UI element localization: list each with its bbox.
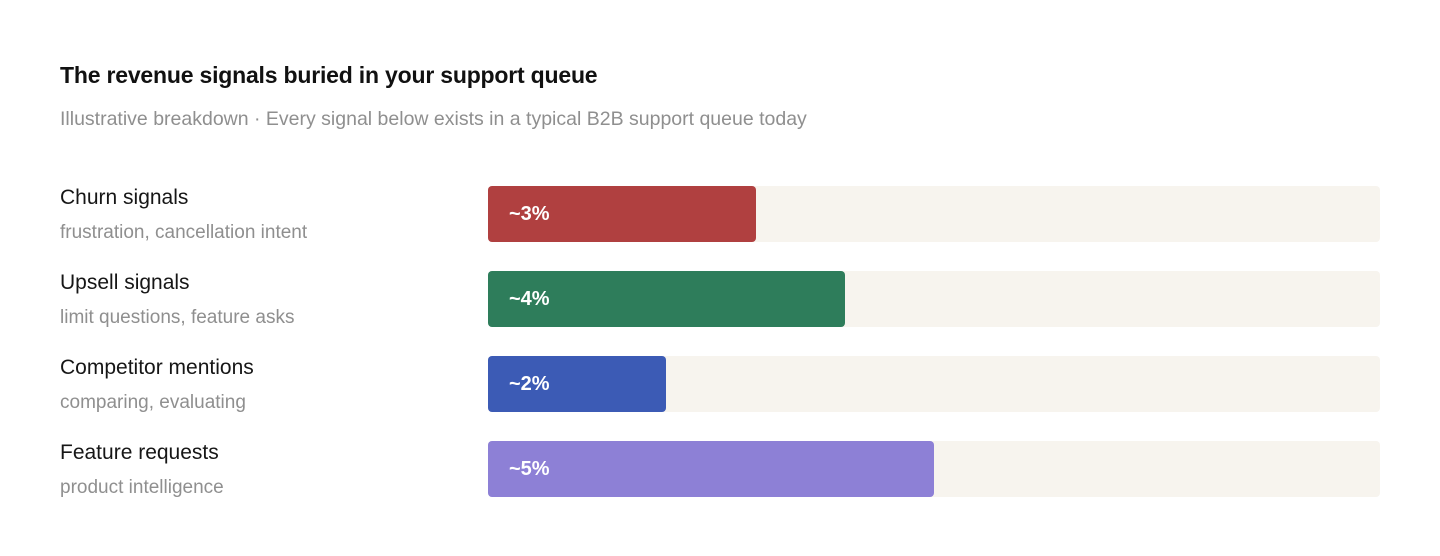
bar-value-label: ~5%	[509, 458, 550, 480]
category-description: limit questions, feature asks	[60, 307, 295, 328]
bar-track: ~2%	[488, 356, 1380, 412]
chart-title: The revenue signals buried in your suppo…	[60, 62, 598, 88]
bar: ~4%	[488, 271, 845, 327]
category-description: product intelligence	[60, 477, 224, 498]
category-label: Feature requests	[60, 441, 219, 464]
bar: ~3%	[488, 186, 756, 242]
bar-value-label: ~3%	[509, 203, 550, 225]
category-label: Upsell signals	[60, 271, 190, 294]
bar-track: ~5%	[488, 441, 1380, 497]
category-label: Competitor mentions	[60, 356, 254, 379]
category-description: comparing, evaluating	[60, 392, 246, 413]
bar: ~2%	[488, 356, 667, 412]
bar-value-label: ~2%	[509, 373, 550, 395]
category-description: frustration, cancellation intent	[60, 222, 308, 243]
bar-track: ~4%	[488, 271, 1380, 327]
bar-track: ~3%	[488, 186, 1380, 242]
bar: ~5%	[488, 441, 934, 497]
category-label: Churn signals	[60, 186, 189, 209]
bar-value-label: ~4%	[509, 288, 550, 310]
chart-subtitle: Illustrative breakdown · Every signal be…	[60, 108, 807, 130]
